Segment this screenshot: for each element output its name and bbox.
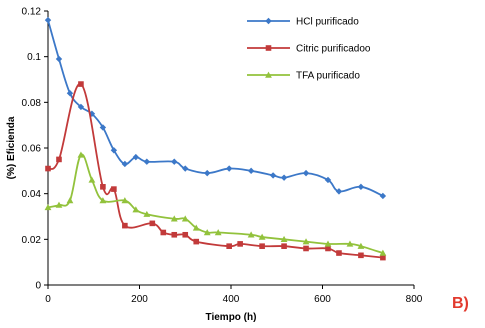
data-point	[143, 210, 151, 217]
y-ticks: 0 0.02 0.04 0.06 0.08 0.1 0.12	[22, 7, 48, 292]
data-point	[77, 151, 85, 158]
data-point	[160, 229, 167, 236]
data-point	[258, 233, 266, 240]
data-point	[121, 160, 129, 168]
data-point	[132, 206, 140, 213]
data-point	[111, 186, 117, 192]
legend-marker	[265, 17, 272, 25]
data-point	[100, 184, 106, 190]
x-tick-label: 800	[406, 294, 423, 305]
data-point	[171, 231, 178, 238]
legend-marker	[265, 45, 272, 51]
data-point	[280, 235, 288, 243]
data-point	[170, 215, 178, 222]
data-point	[281, 243, 287, 249]
y-tick-label: 0.06	[22, 144, 42, 155]
data-point	[357, 242, 365, 249]
data-point	[121, 197, 129, 204]
data-point	[259, 243, 265, 249]
y-tick-label: 0.12	[22, 7, 42, 18]
y-tick-label: 0.04	[22, 189, 42, 200]
data-point	[55, 201, 63, 208]
data-point	[77, 103, 85, 111]
data-point	[357, 183, 365, 191]
x-ticks: 0 200 400 600 800	[45, 285, 423, 305]
data-point	[88, 176, 96, 183]
data-point	[358, 252, 364, 259]
y-tick-label: 0.02	[22, 235, 42, 246]
x-axis-title: Tiempo (h)	[206, 312, 257, 323]
data-point	[66, 197, 74, 204]
series-2	[45, 81, 386, 261]
legend: HCl purificado Citric purificadoo TFA puri…	[247, 17, 371, 82]
data-point	[247, 167, 255, 175]
legend-label: Citric purificadoo	[296, 44, 371, 55]
data-point	[181, 215, 189, 222]
x-tick-label: 600	[314, 294, 331, 305]
data-point	[324, 240, 332, 247]
data-point	[269, 172, 277, 179]
data-point	[56, 156, 62, 163]
data-point	[149, 220, 156, 227]
data-point	[45, 165, 51, 172]
data-point	[110, 147, 118, 154]
x-tick-label: 200	[131, 294, 148, 305]
legend-item: Citric purificadoo	[247, 44, 371, 55]
legend-item: HCl purificado	[247, 17, 359, 28]
x-tick-label: 400	[223, 294, 240, 305]
y-tick-label: 0.08	[22, 98, 42, 109]
data-point	[214, 229, 222, 236]
data-point	[55, 55, 63, 63]
legend-label: HCl purificado	[296, 17, 359, 28]
data-point	[171, 158, 178, 165]
data-point	[204, 169, 211, 177]
data-point	[302, 238, 310, 245]
data-point	[203, 229, 211, 236]
data-point	[99, 197, 107, 204]
data-point	[379, 192, 387, 200]
data-point	[99, 124, 107, 131]
legend-marker	[265, 71, 272, 78]
legend-item: TFA purificado	[247, 71, 360, 82]
data-point	[336, 250, 342, 256]
data-point	[44, 203, 52, 211]
data-point	[132, 153, 140, 161]
data-point	[324, 176, 332, 184]
x-tick-label: 0	[45, 294, 51, 305]
data-point	[280, 174, 288, 181]
data-point	[192, 224, 200, 231]
panel-label: B)	[452, 295, 469, 312]
y-tick-label: 0.1	[27, 52, 41, 63]
data-point	[226, 243, 232, 249]
data-point	[78, 81, 84, 87]
series-layer	[44, 16, 387, 261]
data-point	[44, 16, 52, 24]
legend-label: TFA purificado	[296, 71, 360, 82]
plot-area: 0 200 400 600 800 0 0.02 0.04 0.06 0.08 0.1 0.12	[22, 7, 423, 306]
data-point	[182, 165, 189, 172]
data-point	[182, 231, 189, 238]
data-point	[237, 241, 243, 247]
data-point	[247, 231, 255, 238]
data-point	[303, 245, 309, 252]
y-axis-title: (%) Eficienda	[6, 116, 17, 179]
series-3	[44, 151, 387, 256]
y-tick-label: 0	[35, 281, 41, 292]
data-point	[66, 90, 74, 97]
data-point	[193, 238, 200, 245]
data-point	[380, 254, 386, 261]
data-point	[122, 222, 128, 229]
data-point	[325, 245, 331, 252]
series-line	[47, 153, 384, 254]
data-point	[143, 158, 151, 165]
data-point	[379, 249, 387, 256]
data-point	[346, 240, 354, 247]
series-line	[47, 19, 384, 197]
data-point	[335, 188, 343, 195]
data-point	[225, 165, 233, 172]
data-point	[302, 169, 310, 177]
